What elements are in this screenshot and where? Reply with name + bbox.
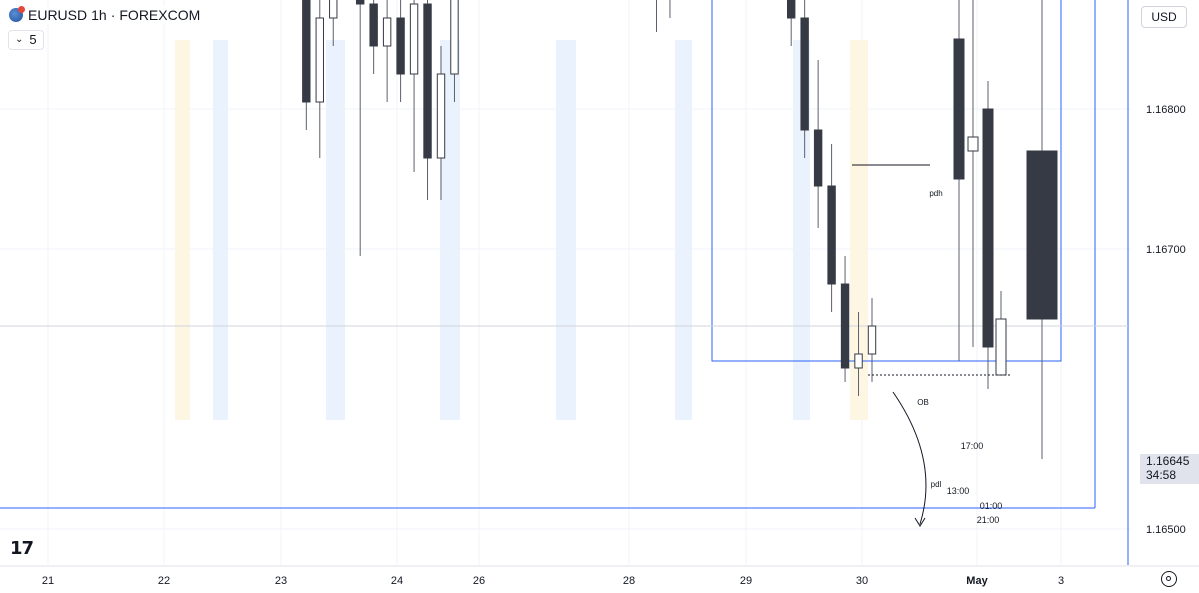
- candle-body: [355, 0, 365, 5]
- price-tick-label: 1.16700: [1146, 244, 1186, 256]
- session-zone: [213, 40, 228, 420]
- currency-button[interactable]: USD: [1141, 6, 1187, 28]
- session-zone: [556, 40, 576, 420]
- chevron-down-icon: ⌄: [15, 34, 24, 45]
- time-tick-label: 23: [275, 575, 287, 587]
- candle-body: [854, 353, 863, 369]
- session-zone: [326, 40, 345, 420]
- time-tick-label: 26: [473, 575, 485, 587]
- projected-candle: [982, 108, 994, 348]
- annotation-label: 17:00: [961, 441, 984, 451]
- candle-body: [436, 73, 446, 159]
- time-tick-label: 22: [158, 575, 170, 587]
- price-tick-label: 1.16800: [1146, 104, 1186, 116]
- candle-body: [329, 0, 338, 19]
- session-zone: [675, 40, 692, 420]
- time-tick-label: May: [966, 575, 988, 587]
- symbol-logo-icon: [9, 6, 25, 22]
- annotation-label: pdl: [931, 480, 942, 489]
- candle-body: [786, 0, 796, 19]
- candle-body: [423, 3, 432, 159]
- last-price-tag: 1.16645 34:58: [1140, 454, 1199, 484]
- time-tick-label: 3: [1058, 575, 1064, 587]
- candle-body: [396, 17, 405, 75]
- candle-body: [315, 17, 324, 103]
- settings-gear-icon[interactable]: [1161, 571, 1177, 587]
- arrow-head-icon: [914, 517, 926, 527]
- time-tick-label: 29: [740, 575, 752, 587]
- candle-body: [369, 3, 378, 47]
- time-axis-bg: [0, 566, 1199, 593]
- price-tick-label: 1.16500: [1146, 524, 1186, 536]
- projected-candle: [1026, 150, 1058, 320]
- candle-body: [800, 17, 809, 131]
- projected-candle: [953, 38, 965, 180]
- annotation-layer: pdh OB pdl 13:00 17:00 01:00 21:00: [852, 164, 1010, 527]
- last-price: 1.16645: [1146, 454, 1190, 468]
- session-zone: [793, 40, 810, 420]
- interval-label: 1h: [91, 7, 107, 23]
- box-layer: [0, 0, 1129, 565]
- exchange-name: FOREXCOM: [119, 7, 201, 23]
- bar-countdown: 34:58: [1146, 468, 1177, 482]
- candle-body: [840, 283, 850, 369]
- annotation-label: OB: [917, 398, 929, 407]
- price-axis-bg: [1131, 0, 1199, 593]
- projected-candle: [995, 318, 1007, 376]
- separator: ·: [110, 7, 116, 23]
- candle-body: [867, 325, 877, 355]
- time-tick-label: 24: [391, 575, 403, 587]
- session-zone: [850, 40, 868, 420]
- symbol-header[interactable]: EURUSD 1h · FOREXCOM: [6, 6, 204, 24]
- pdh-pdl-box: [711, 0, 1062, 362]
- candle-body: [450, 0, 459, 75]
- candle-layer: [302, 0, 1058, 459]
- time-tick-label: 30: [856, 575, 868, 587]
- candle-body: [813, 129, 823, 187]
- indicator-toggle[interactable]: ⌄ 5: [8, 30, 44, 50]
- session-zone: [175, 40, 190, 420]
- annotation-label: 01:00: [980, 501, 1003, 511]
- annotation-label: 13:00: [947, 486, 970, 496]
- candle-body: [382, 17, 392, 47]
- projected-candle: [967, 136, 979, 152]
- annotation-label: 21:00: [977, 515, 1000, 525]
- candle-body: [409, 3, 419, 75]
- time-tick-label: 21: [42, 575, 54, 587]
- candle-body: [302, 0, 311, 103]
- tradingview-logo-icon[interactable]: 17: [10, 538, 34, 559]
- time-tick-label: 28: [623, 575, 635, 587]
- zone-layer: [175, 40, 868, 420]
- projection-arrow: [892, 391, 927, 525]
- annotation-label: pdh: [929, 189, 942, 198]
- candle-body: [827, 185, 836, 285]
- symbol-name: EURUSD: [28, 7, 88, 23]
- indicator-count: 5: [29, 32, 37, 47]
